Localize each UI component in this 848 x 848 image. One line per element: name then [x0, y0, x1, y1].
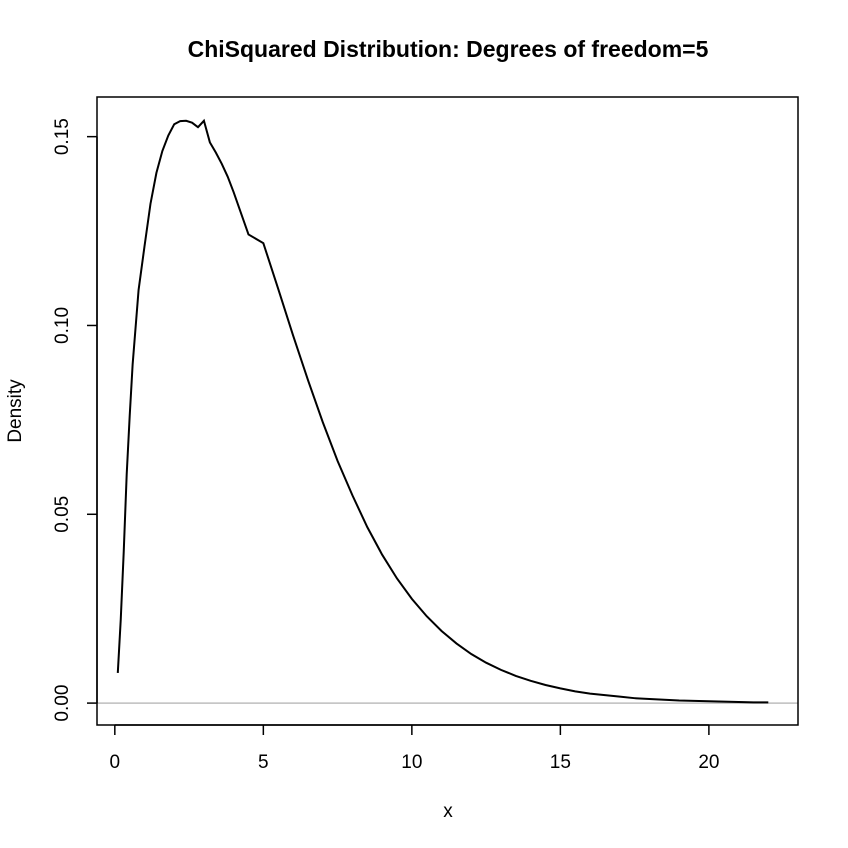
plot-frame — [96, 96, 799, 726]
y-tick-label: 0.10 — [52, 307, 73, 344]
x-tick-label: 20 — [698, 752, 719, 773]
y-axis: 0.00 0.05 0.10 0.15 — [52, 118, 98, 722]
y-tick-label: 0.00 — [52, 685, 73, 722]
x-axis-label: x — [443, 801, 453, 822]
y-axis-label: Density — [5, 379, 26, 443]
x-tick-label: 10 — [401, 752, 422, 773]
chart-title: ChiSquared Distribution: Degrees of free… — [188, 36, 709, 62]
x-axis: 0 5 10 15 20 — [110, 724, 719, 773]
x-tick-label: 5 — [258, 752, 269, 773]
density-curve — [116, 118, 769, 704]
x-tick-label: 0 — [110, 752, 121, 773]
y-tick-label: 0.05 — [52, 496, 73, 533]
y-tick-label: 0.15 — [52, 118, 73, 155]
x-tick-label: 15 — [550, 752, 571, 773]
